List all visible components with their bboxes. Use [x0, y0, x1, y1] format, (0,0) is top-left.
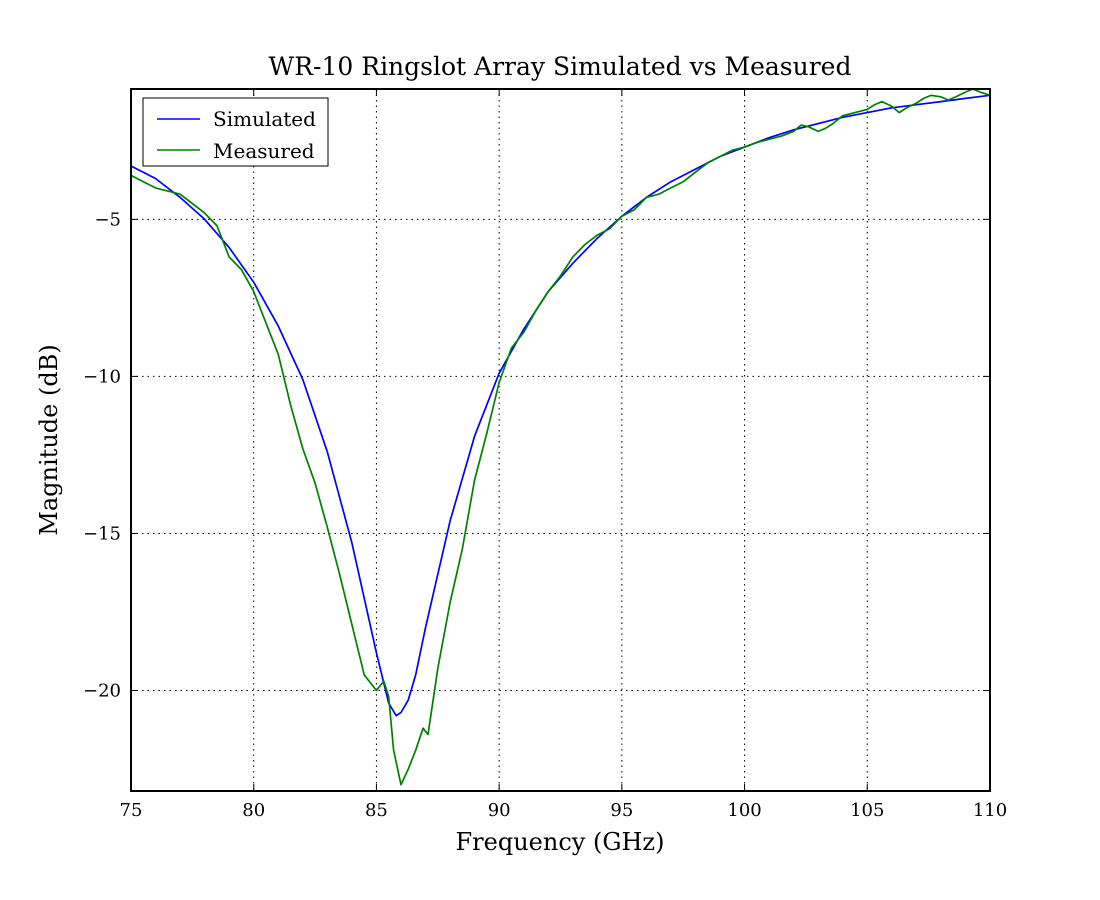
- y-tick-label: −5: [94, 209, 121, 230]
- series-line-simulated: [131, 94, 990, 717]
- y-tick-label: −15: [83, 523, 121, 544]
- y-tick-label: −20: [83, 680, 121, 701]
- legend-label-simulated: Simulated: [213, 107, 316, 131]
- x-tick-label: 95: [610, 800, 633, 821]
- x-tick-label: 105: [850, 800, 884, 821]
- x-axis-label: Frequency (GHz): [456, 828, 665, 856]
- x-tick-label: 85: [365, 800, 388, 821]
- x-tick-label: 90: [488, 800, 511, 821]
- x-tick-label: 100: [727, 800, 761, 821]
- legend: Simulated Measured: [142, 97, 329, 167]
- y-axis-label: Magnitude (dB): [35, 344, 63, 535]
- x-tick-label: 110: [973, 800, 1007, 821]
- plot-frame: [130, 88, 991, 792]
- legend-box: [142, 97, 329, 167]
- chart-title: WR-10 Ringslot Array Simulated vs Measur…: [269, 52, 852, 81]
- legend-label-measured: Measured: [213, 139, 315, 163]
- y-tick-label: −10: [83, 366, 121, 387]
- ticks: 75 80 85 90 95 100 105 110 −5 −10 −15 −20: [83, 89, 1007, 821]
- x-tick-label: 75: [120, 800, 143, 821]
- x-tick-label: 80: [242, 800, 265, 821]
- grid: [131, 89, 990, 791]
- series-line-measured: [131, 89, 990, 786]
- series-layer: [131, 89, 990, 786]
